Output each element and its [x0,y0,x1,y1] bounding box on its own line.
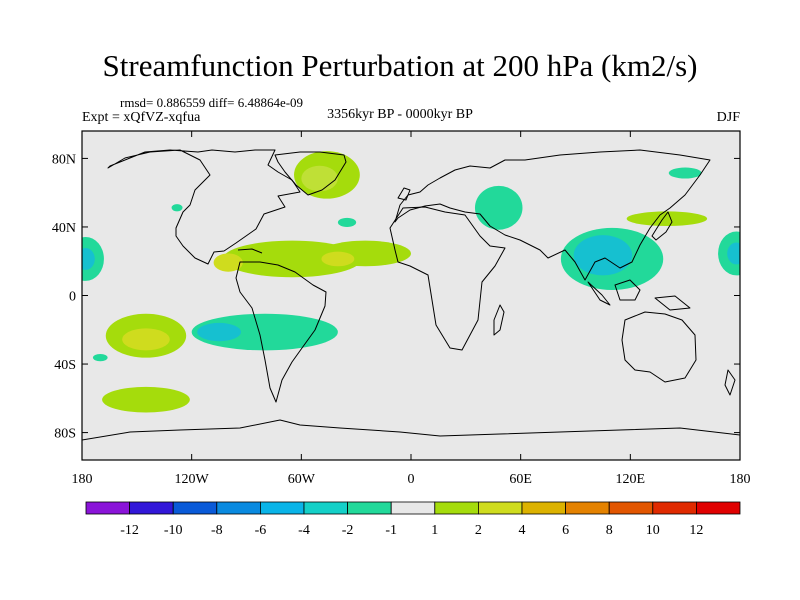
colorbar-swatch [696,501,741,515]
colorbar-label: -12 [120,523,139,538]
colorbar-label: 12 [689,523,703,538]
colorbar-label: 2 [475,523,482,538]
anomaly-greenland-core [301,165,338,192]
coast-africa [389,206,506,351]
colorbar-label: 10 [646,523,660,538]
anomaly-south-america-band [191,313,338,351]
colorbar-label: -6 [255,523,267,538]
colorbar-swatch [521,501,566,515]
colorbar-label: -1 [385,523,397,538]
colorbar-swatch [434,501,479,515]
time-period-label: 3356kyr BP - 0000kyr BP [327,107,473,122]
latitude-axis: 80N 40N 0 40S 80S [52,152,740,442]
colorbar-label: -2 [342,523,354,538]
anomaly-field [82,151,740,413]
lon-tick-label: 180 [72,472,93,487]
lon-tick-label: 0 [408,472,415,487]
colorbar-swatch [652,501,697,515]
colorbar-swatch [129,501,174,515]
colorbar-swatch [608,501,654,515]
colorbar-label: -4 [298,523,310,538]
coast-north-america [107,149,301,265]
colorbar-label: -8 [211,523,223,538]
anomaly-southwest-pacific [92,353,108,362]
colorbar-swatch [477,501,523,515]
colorbar-swatch [390,501,436,515]
anomaly-caspian [474,185,523,230]
coast-new-guinea [654,295,691,311]
lat-tick-label: 80S [54,427,76,442]
season-label: DJF [716,110,740,125]
coast-antarctica [82,419,740,441]
anomaly-japan-band [626,211,708,227]
coast-greenland [274,151,347,196]
anomaly-south-pacific-50s [102,386,190,413]
coast-sumatra [587,281,611,306]
coast-south-america [235,261,327,403]
colorbar-swatch [216,501,261,515]
anomaly-alaska [171,204,183,212]
anomaly-east-asia-core [573,235,633,276]
lat-tick-label: 40S [54,358,76,373]
coast-uk [397,187,411,201]
coast-borneo [614,279,641,301]
colorbar-label: 6 [562,523,569,538]
colorbar: -12 -10 -8 -6 -4 -2 -1 1 2 4 6 8 10 12 [85,501,741,538]
colorbar-label: 8 [606,523,613,538]
coast-europe [394,149,711,281]
coast-madagascar [493,304,505,336]
coast-new-zealand [724,369,736,396]
colorbar-swatch [259,501,305,515]
anomaly-west-pacific-edge-core [82,247,95,270]
coast-cuba [237,248,263,254]
colorbar-swatch [347,501,392,515]
map-background [82,131,740,460]
colorbar-swatch [303,501,348,515]
colorbar-swatch [85,501,130,515]
anomaly-south-america-core [197,322,242,342]
colorbar-label: 4 [519,523,526,538]
colorbar-label: 1 [431,523,438,538]
colorbar-swatch [172,501,218,515]
lon-tick-label: 120W [175,472,210,487]
coast-japan [651,211,673,241]
lon-tick-label: 60E [509,472,532,487]
lat-tick-label: 0 [69,290,76,305]
coast-australia [621,311,697,383]
lon-tick-label: 120E [616,472,646,487]
rmsd-diff-stats: rmsd= 0.886559 diff= 6.48864e-09 [120,95,304,110]
longitude-axis: 180 120W 60W 0 60E 120E 180 [72,131,751,487]
colorbar-label: -10 [164,523,183,538]
anomaly-north-atlantic [337,217,357,227]
lon-tick-label: 60W [288,472,316,487]
lon-tick-label: 180 [730,472,751,487]
lat-tick-label: 80N [52,152,76,167]
anomaly-kamchatka [668,167,702,179]
coastlines [82,149,740,441]
anomaly-mexico-warm [213,253,243,272]
anomaly-central-pacific-edge-core [727,242,740,265]
experiment-label: Expt = xQfVZ-xqfua [82,110,201,125]
anomaly-east-pacific-south-core [122,328,170,351]
anomaly-atlantic-warm [321,251,355,267]
lat-tick-label: 40N [52,221,76,236]
colorbar-swatch [565,501,610,515]
chart-title: Streamfunction Perturbation at 200 hPa (… [102,48,698,83]
